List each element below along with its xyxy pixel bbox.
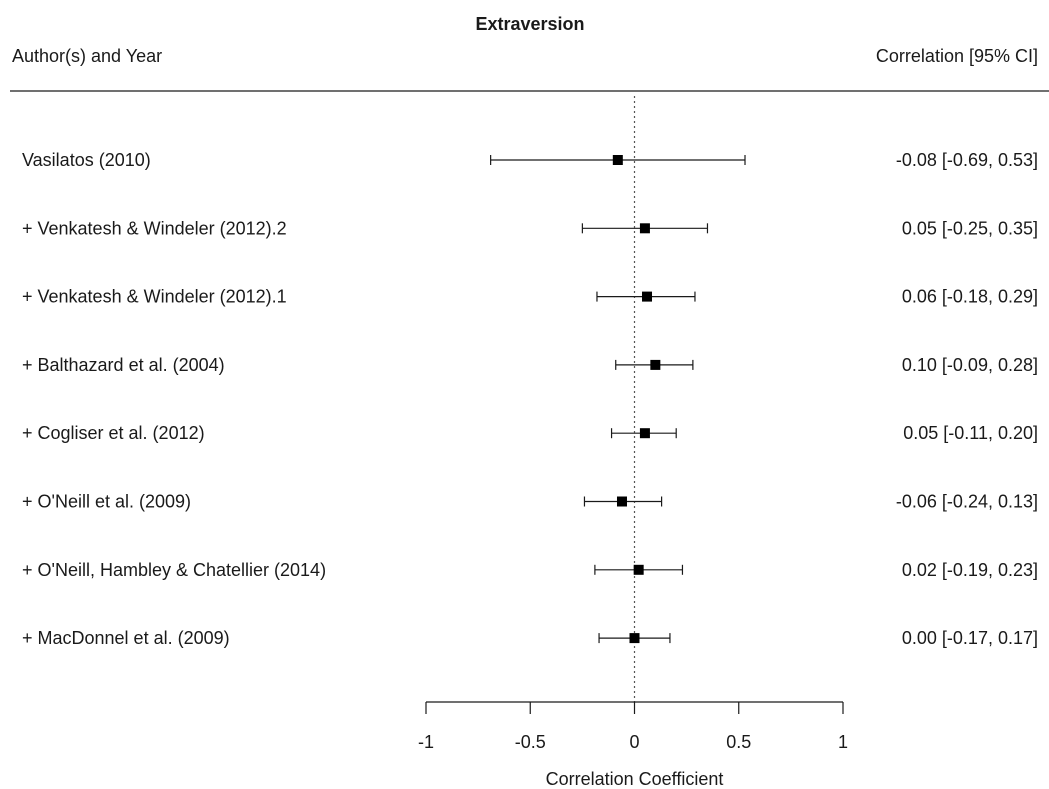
study-rows: Vasilatos (2010) -0.08 [-0.69, 0.53] + Ven…: [22, 150, 1038, 648]
study-label: + Venkatesh & Windeler (2012).1: [22, 287, 287, 307]
x-tick-label: -1: [418, 732, 434, 752]
study-row: + MacDonnel et al. (2009) 0.00 [-0.17, 0.…: [22, 628, 1038, 648]
point-estimate: [629, 633, 640, 644]
x-tick-label: 0.5: [726, 732, 751, 752]
ci-value-label: -0.06 [-0.24, 0.13]: [896, 492, 1038, 512]
study-row: + Venkatesh & Windeler (2012).2 0.05 [-0.…: [22, 218, 1038, 238]
ci-value-label: -0.08 [-0.69, 0.53]: [896, 150, 1038, 170]
point-estimate: [616, 496, 627, 507]
study-label: + MacDonnel et al. (2009): [22, 628, 230, 648]
study-row: + O'Neill, Hambley & Chatellier (2014) 0.…: [22, 560, 1038, 580]
ci-value-label: 0.06 [-0.18, 0.29]: [902, 287, 1038, 307]
study-label: + O'Neill, Hambley & Chatellier (2014): [22, 560, 326, 580]
point-estimate: [650, 359, 661, 370]
study-row: + O'Neill et al. (2009) -0.06 [-0.24, 0.1…: [22, 492, 1038, 512]
study-row: + Balthazard et al. (2004) 0.10 [-0.09, 0…: [22, 355, 1038, 375]
point-estimate: [633, 564, 644, 575]
x-axis: -1 -0.5 0 0.5 1: [418, 701, 848, 752]
study-row: + Venkatesh & Windeler (2012).1 0.06 [-0.…: [22, 287, 1038, 307]
ci-value-label: 0.00 [-0.17, 0.17]: [902, 628, 1038, 648]
study-label: + Cogliser et al. (2012): [22, 423, 205, 443]
point-estimate: [639, 223, 650, 234]
ci-value-label: 0.02 [-0.19, 0.23]: [902, 560, 1038, 580]
x-tick-label: 1: [838, 732, 848, 752]
point-estimate: [642, 291, 653, 302]
point-estimate: [639, 428, 650, 439]
x-tick-label: 0: [629, 732, 639, 752]
study-label: + O'Neill et al. (2009): [22, 492, 191, 512]
ci-value-label: 0.05 [-0.11, 0.20]: [903, 423, 1038, 443]
study-label: Vasilatos (2010): [22, 150, 151, 170]
ci-value-label: 0.05 [-0.25, 0.35]: [902, 218, 1038, 238]
study-row: Vasilatos (2010) -0.08 [-0.69, 0.53]: [22, 150, 1038, 170]
study-label: + Balthazard et al. (2004): [22, 355, 225, 375]
chart-title: Extraversion: [475, 14, 584, 34]
point-estimate: [612, 155, 623, 165]
left-column-header: Author(s) and Year: [12, 46, 162, 66]
x-axis-label: Correlation Coefficient: [546, 769, 724, 789]
study-row: + Cogliser et al. (2012) 0.05 [-0.11, 0.2…: [22, 423, 1038, 443]
x-tick-label: -0.5: [515, 732, 546, 752]
right-column-header: Correlation [95% CI]: [876, 46, 1038, 66]
ci-value-label: 0.10 [-0.09, 0.28]: [902, 355, 1038, 375]
study-label: + Venkatesh & Windeler (2012).2: [22, 218, 287, 238]
